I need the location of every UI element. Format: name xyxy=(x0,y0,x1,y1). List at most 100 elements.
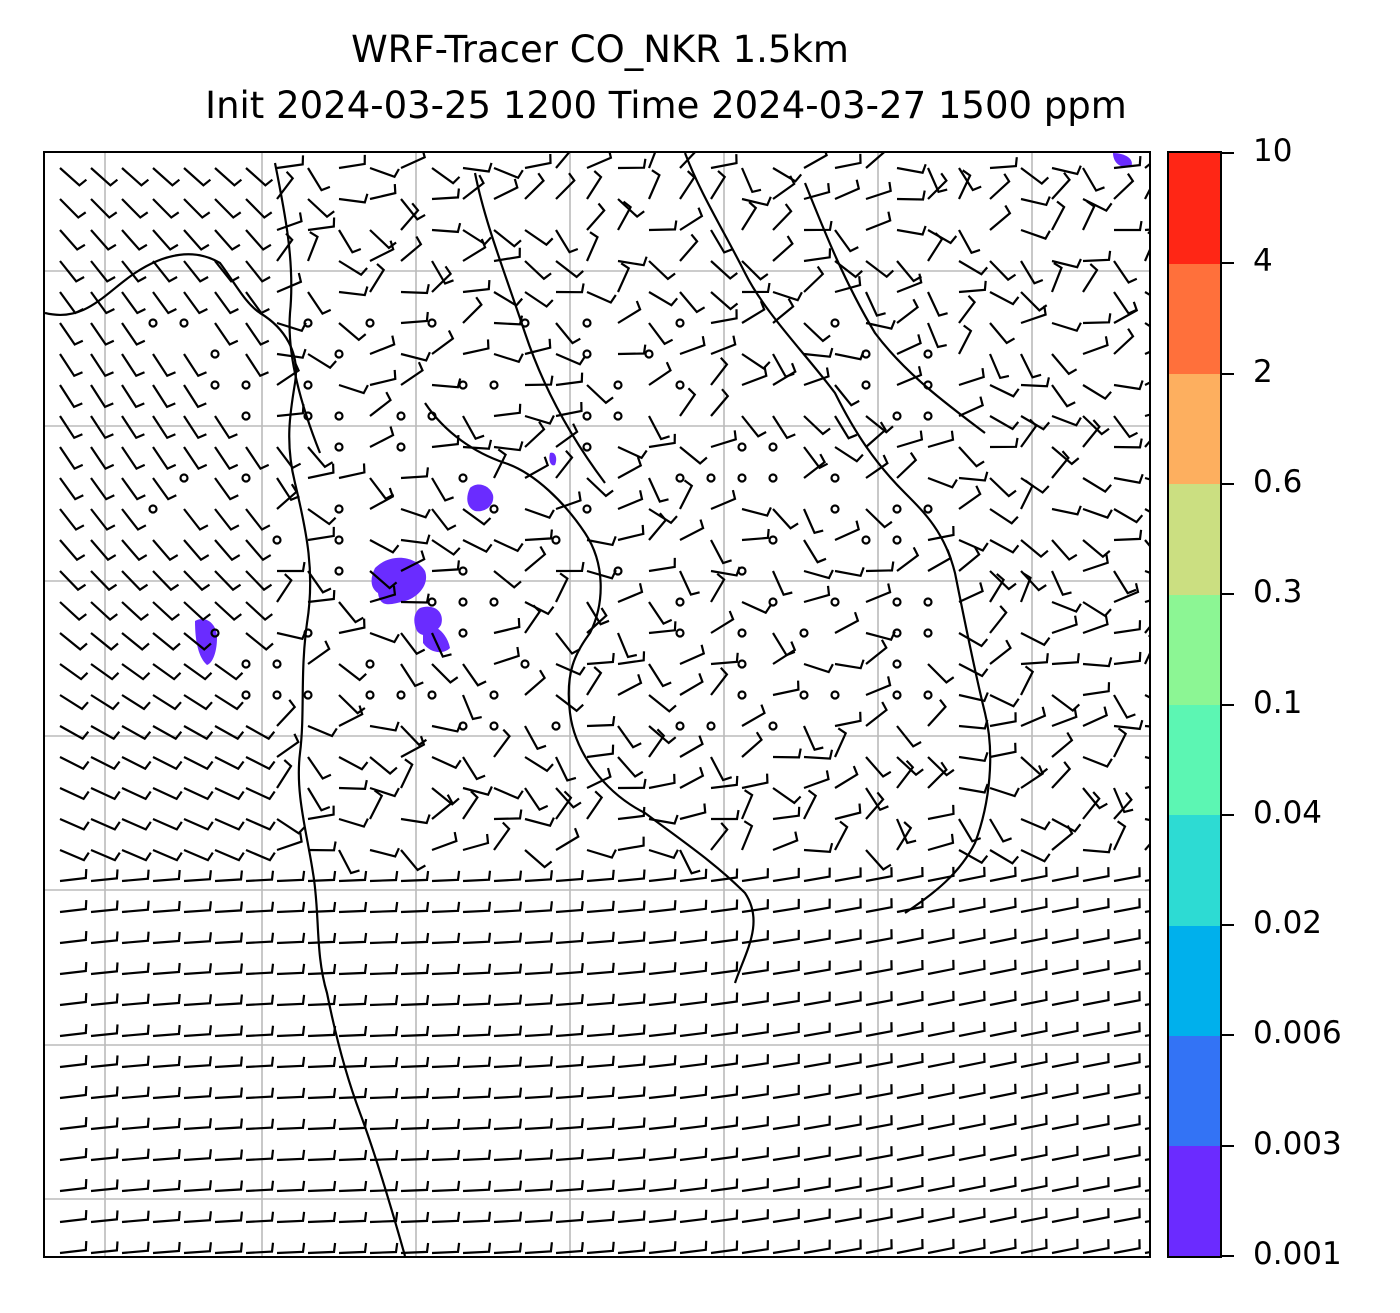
wind-barb xyxy=(462,296,483,324)
wind-barb xyxy=(617,1241,646,1255)
wind-barb xyxy=(1020,260,1044,285)
wind-barb xyxy=(214,1056,243,1069)
calm-wind-marker xyxy=(551,535,561,545)
wind-barb xyxy=(1113,570,1137,595)
wind-barb xyxy=(493,315,524,326)
wind-barb xyxy=(958,632,989,648)
wind-barb xyxy=(1144,1158,1149,1162)
wind-barb xyxy=(152,1148,181,1162)
wind-barb xyxy=(1082,1115,1110,1131)
wind-barb xyxy=(245,1056,275,1069)
wind-barb xyxy=(245,291,270,315)
wind-barb xyxy=(121,198,149,219)
wind-barb xyxy=(647,477,669,503)
calm-wind-marker xyxy=(675,721,685,731)
wind-barb xyxy=(59,1024,88,1038)
wind-barb xyxy=(617,725,642,749)
calm-wind-marker xyxy=(923,690,933,700)
wind-barb xyxy=(741,366,768,387)
wind-barb xyxy=(803,1115,831,1131)
wind-barb xyxy=(772,929,800,945)
wind-barb xyxy=(834,820,849,851)
wind-barb xyxy=(586,477,614,498)
wind-barb xyxy=(926,167,948,194)
calm-wind-marker xyxy=(458,566,468,576)
wind-barb xyxy=(276,170,295,200)
wind-barb xyxy=(1020,1021,1048,1038)
wind-barb xyxy=(59,1086,88,1100)
wind-barb xyxy=(555,423,579,448)
wind-barb xyxy=(400,361,424,386)
wind-barb xyxy=(245,1180,275,1193)
wind-barb xyxy=(121,322,146,346)
wind-barb xyxy=(214,694,244,711)
wind-barb xyxy=(59,632,88,651)
wind-barb xyxy=(245,963,275,976)
wind-barb xyxy=(834,153,862,170)
wind-barb xyxy=(710,309,738,325)
wind-barb xyxy=(152,756,183,771)
calm-wind-marker xyxy=(489,690,499,700)
wind-barb xyxy=(338,383,369,395)
wind-barb xyxy=(555,572,569,603)
wind-barb xyxy=(772,1239,800,1255)
colorbar-tick-label: 4 xyxy=(1253,243,1273,280)
wind-barb xyxy=(679,233,699,262)
wind-barb xyxy=(183,260,209,283)
wind-barb xyxy=(1082,313,1112,325)
coastlines xyxy=(45,153,992,1256)
wind-barb xyxy=(276,932,306,945)
wind-barb xyxy=(307,932,337,945)
wind-barb xyxy=(896,759,915,789)
wind-barb xyxy=(1020,756,1049,776)
wind-barb xyxy=(431,963,461,976)
wind-barb xyxy=(896,546,920,572)
wind-barb xyxy=(958,1021,986,1038)
wind-barb xyxy=(214,787,245,801)
wind-barb xyxy=(555,352,586,366)
wind-barb xyxy=(59,663,89,681)
wind-barb xyxy=(152,1086,181,1100)
calm-wind-marker xyxy=(582,318,592,328)
wind-barb xyxy=(214,963,243,976)
wind-barb xyxy=(741,506,772,517)
calm-wind-marker xyxy=(365,690,375,700)
wind-barb xyxy=(1113,415,1139,439)
calm-wind-marker xyxy=(799,690,809,700)
wind-barb xyxy=(989,1207,1017,1224)
wind-barb xyxy=(958,866,986,883)
wind-barb xyxy=(214,725,245,741)
wind-barb xyxy=(586,153,613,170)
wind-barb xyxy=(679,446,708,465)
calm-wind-marker xyxy=(768,442,778,452)
wind-barb xyxy=(183,1056,212,1069)
wind-barb xyxy=(1144,1220,1149,1224)
wind-barb xyxy=(493,1056,523,1069)
wind-barb xyxy=(183,167,212,187)
wind-barb xyxy=(989,1238,1017,1255)
wind-barb xyxy=(121,869,150,883)
wind-barb xyxy=(679,170,696,200)
wind-barb xyxy=(1020,817,1051,831)
wind-barb xyxy=(679,673,704,696)
wind-barb xyxy=(1113,1084,1141,1100)
wind-barb xyxy=(59,1241,88,1255)
wind-barb xyxy=(989,204,1012,231)
wind-barb xyxy=(276,1149,306,1162)
wind-barb xyxy=(493,646,520,666)
wind-barb xyxy=(865,1022,893,1038)
wind-barb xyxy=(152,1024,181,1038)
wind-barb xyxy=(1020,228,1051,240)
river-1 xyxy=(273,162,322,454)
wind-barb xyxy=(586,1055,615,1069)
tracer-patch xyxy=(195,618,217,665)
wind-barb xyxy=(183,632,212,651)
wind-barb xyxy=(617,806,646,821)
wind-barb xyxy=(245,848,276,862)
wind-barb xyxy=(276,759,293,789)
wind-barb xyxy=(710,291,739,311)
wind-barb xyxy=(493,617,521,635)
wind-barb xyxy=(1082,1022,1110,1038)
wind-barb xyxy=(524,1087,553,1100)
wind-barb xyxy=(1051,731,1074,758)
